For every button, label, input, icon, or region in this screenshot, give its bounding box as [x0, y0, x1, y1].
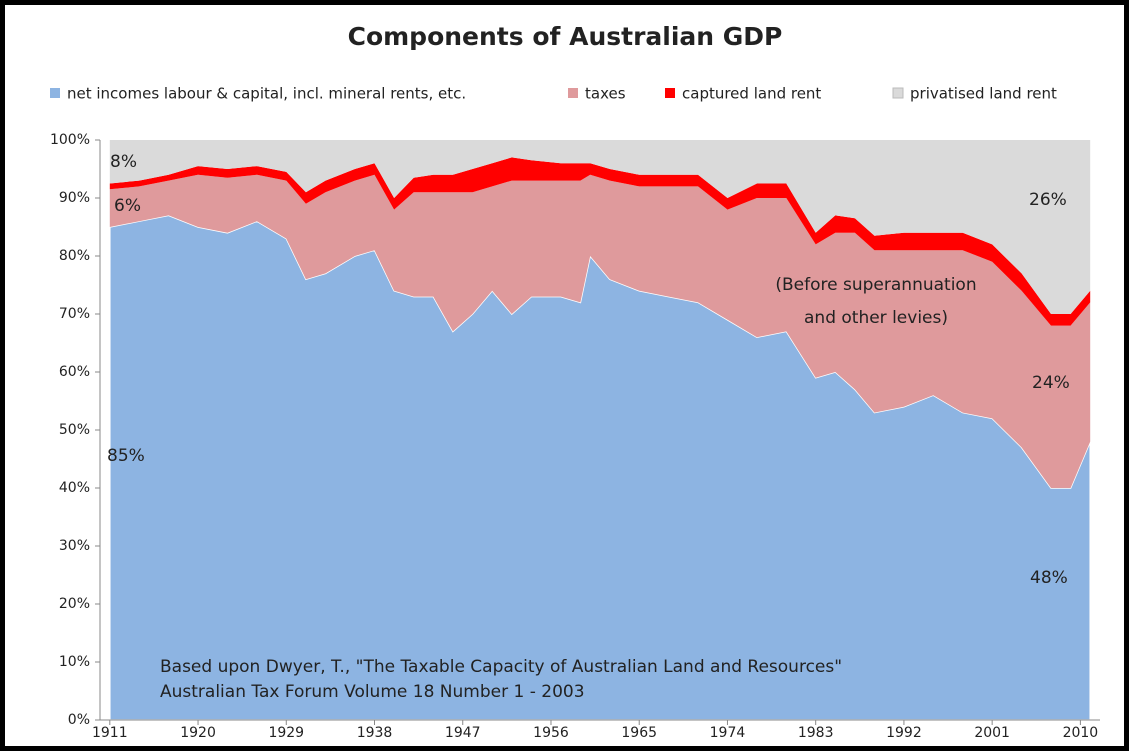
annotation: (Before superannuation	[775, 275, 976, 295]
annotation: 6%	[114, 196, 141, 216]
x-tick-label: 1974	[710, 725, 746, 741]
y-tick-label: 30%	[59, 538, 90, 554]
annotation: Based upon Dwyer, T., "The Taxable Capac…	[160, 657, 842, 677]
y-tick-label: 40%	[59, 480, 90, 496]
annotation: 8%	[110, 152, 137, 172]
y-tick-label: 100%	[50, 132, 90, 148]
x-tick-label: 1956	[533, 725, 569, 741]
area	[109, 157, 1091, 326]
x-tick-label: 1947	[445, 725, 481, 741]
y-tick-label: 50%	[59, 422, 90, 438]
y-tick-label: 60%	[59, 364, 90, 380]
legend-label: privatised land rent	[910, 85, 1057, 103]
legend-label: net incomes labour & capital, incl. mine…	[67, 85, 466, 103]
area	[109, 174, 1091, 489]
x-tick-label: 1911	[92, 725, 128, 741]
x-tick-label: 1983	[798, 725, 834, 741]
legend-swatch	[665, 88, 675, 98]
x-tick-label: 1938	[357, 725, 393, 741]
x-tick-label: 1920	[180, 725, 216, 741]
annotation: and other levies)	[804, 308, 948, 328]
x-tick-label: 1929	[268, 725, 304, 741]
x-tick-label: 2001	[974, 725, 1010, 741]
annotation: 24%	[1032, 373, 1070, 393]
x-tick-label: 1965	[621, 725, 657, 741]
x-tick-label: 1992	[886, 725, 922, 741]
y-tick-label: 70%	[59, 306, 90, 322]
legend-label: captured land rent	[682, 85, 821, 103]
x-tick-label: 2010	[1063, 725, 1099, 741]
y-tick-label: 80%	[59, 248, 90, 264]
y-tick-label: 0%	[68, 712, 90, 728]
legend-label: taxes	[585, 85, 626, 103]
legend-swatch	[50, 88, 60, 98]
annotation: Australian Tax Forum Volume 18 Number 1 …	[160, 682, 585, 702]
area	[109, 140, 1091, 314]
annotation: 85%	[107, 446, 145, 466]
y-tick-label: 90%	[59, 190, 90, 206]
legend-swatch	[892, 87, 904, 99]
annotation: 26%	[1029, 190, 1067, 210]
legend-swatch	[568, 88, 578, 98]
y-tick-label: 10%	[59, 654, 90, 670]
chart-title: Components of Australian GDP	[348, 22, 783, 51]
annotation: 48%	[1030, 568, 1068, 588]
y-tick-label: 20%	[59, 596, 90, 612]
